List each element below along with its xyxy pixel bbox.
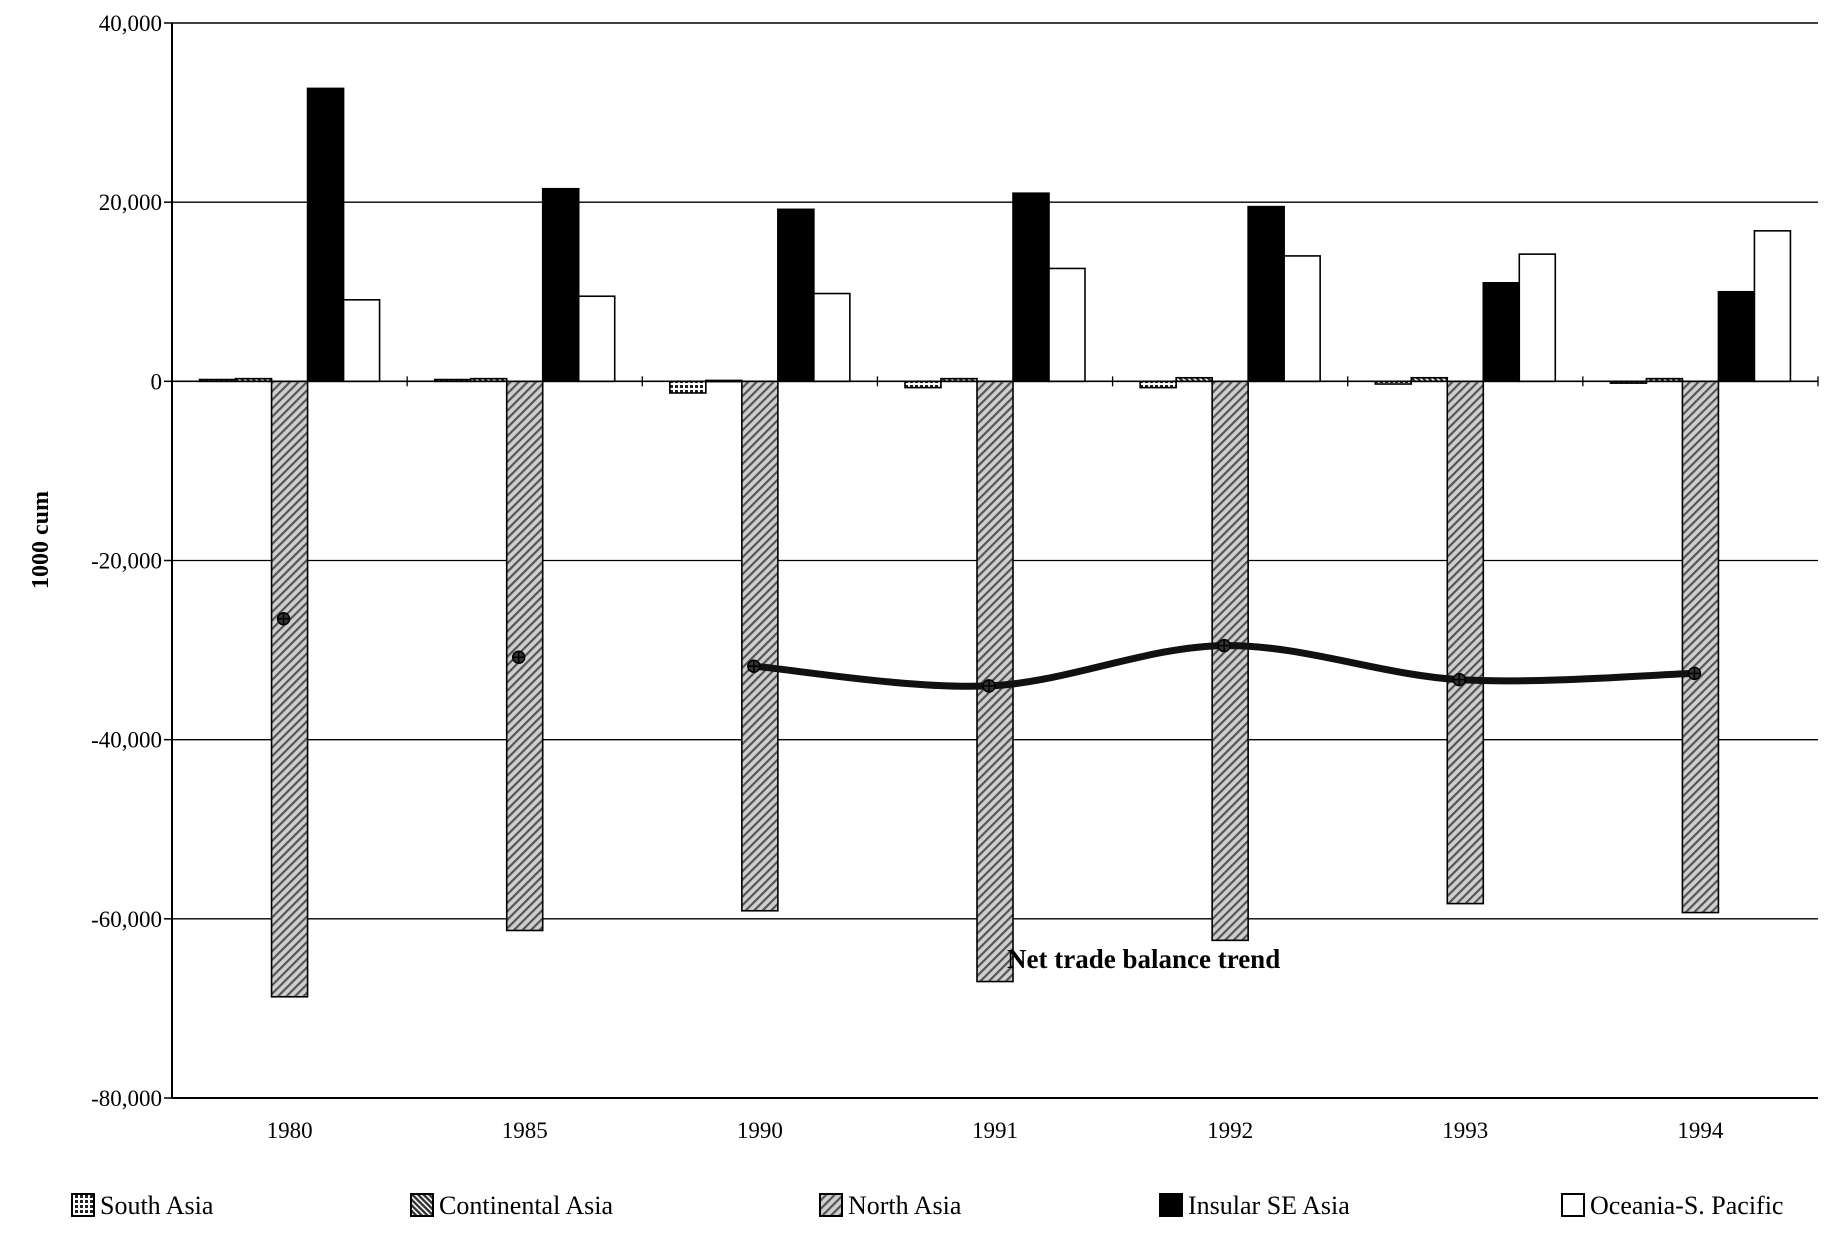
bar-oceania-s-pacific-1992 [1283,255,1321,383]
bar-north-asia-1992 [1211,380,1249,942]
axes [164,22,1819,1099]
legend-label: Oceania-S. Pacific [1590,1191,1783,1220]
x-tick-label: 1990 [737,1118,783,1143]
bar-oceania-s-pacific-1994 [1753,230,1792,383]
bar-oceania-s-pacific-1993 [1518,253,1557,383]
legend-item-oceania-s-pacific: Oceania-S. Pacific [1561,1191,1783,1220]
bar-oceania-s-pacific-1980 [342,299,381,383]
y-tick-label: 40,000 [99,11,162,36]
bar-north-asia-1994 [1681,380,1720,914]
bars [198,87,1792,998]
x-tick-label: 1994 [1677,1118,1724,1143]
bar-oceania-s-pacific-1985 [577,295,616,383]
legend-label: South Asia [100,1191,214,1220]
y-tick-label: -80,000 [91,1086,162,1111]
bar-north-asia-1993 [1446,380,1485,905]
legend-label: North Asia [848,1191,962,1220]
legend-label: Insular SE Asia [1188,1191,1350,1220]
bar-insular-se-asia-1994 [1717,290,1756,383]
trend-annotation: Net trade balance trend [1007,944,1280,974]
legend-item-south-asia: South Asia [71,1191,214,1220]
legend-item-insular-se-asia: Insular SE Asia [1159,1191,1350,1220]
bar-insular-se-asia-1993 [1482,281,1521,383]
bar-oceania-s-pacific-1990 [813,292,851,383]
x-tick-label: 1991 [972,1118,1018,1143]
bar-north-asia-1980 [270,380,309,998]
y-tick-label: 20,000 [99,190,162,215]
legend-label: Continental Asia [439,1191,614,1220]
bar-south-asia-1992 [1139,380,1177,389]
legend-item-continental-asia: Continental Asia [410,1191,614,1220]
legend-swatch [71,1193,95,1217]
y-tick-label: -40,000 [91,728,162,753]
legend-swatch [410,1193,434,1217]
y-tick-label: 0 [151,369,163,394]
bar-north-asia-1990 [741,380,779,912]
legend: South Asia Continental Asia North Asia Insu… [71,1191,1783,1220]
trend-series [276,611,1702,693]
bar-insular-se-asia-1985 [541,187,580,383]
y-tick-label: -60,000 [91,907,162,932]
bar-insular-se-asia-1991 [1012,192,1050,383]
legend-swatch [1159,1193,1183,1217]
y-axis-title: 1000 cum [28,491,54,589]
x-tick-label: 1993 [1442,1118,1488,1143]
bar-insular-se-asia-1992 [1247,205,1285,383]
x-tick-label: 1985 [502,1118,548,1143]
bar-south-asia-1991 [904,380,942,389]
bar-oceania-s-pacific-1991 [1048,267,1086,383]
legend-item-north-asia: North Asia [819,1191,962,1220]
bar-insular-se-asia-1980 [306,87,345,383]
y-tick-label: -20,000 [91,549,162,574]
legend-swatch [1561,1193,1585,1217]
bar-insular-se-asia-1990 [777,208,815,383]
legend-swatch [819,1193,843,1217]
tick-labels: 40,000 20,000 0 -20,000 -40,000 -60,000 -80,00… [91,11,1724,1143]
x-tick-label: 1992 [1207,1118,1253,1143]
bar-south-asia-1990 [669,380,707,394]
x-tick-label: 1980 [267,1118,313,1143]
